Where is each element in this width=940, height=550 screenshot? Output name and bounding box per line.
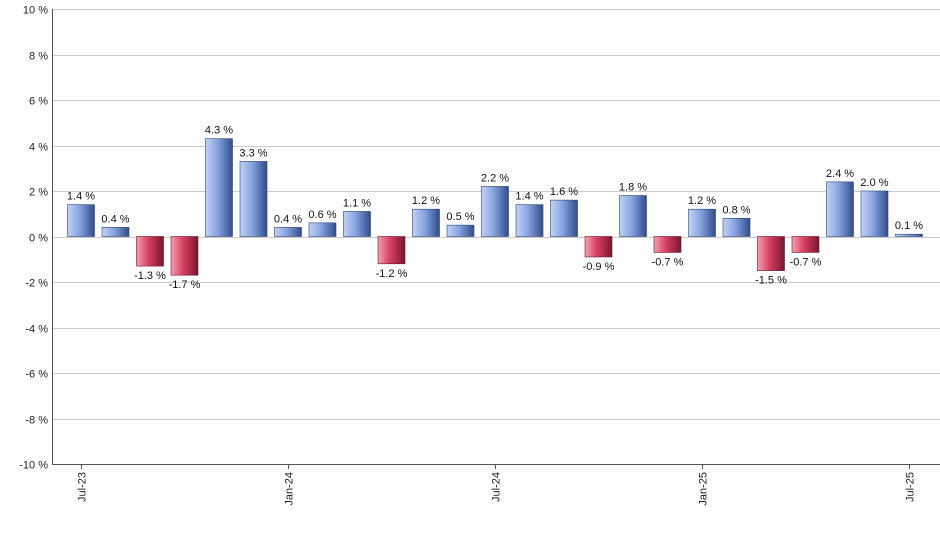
data-label: -1.2 % xyxy=(376,268,408,280)
data-labels: 1.4 % 0.4 % -1.3 %-1.7 % 4.3 % 3.3 % 0.4 % 0.6… xyxy=(67,125,923,292)
grid-lines xyxy=(52,9,940,465)
data-label: -1.3 % xyxy=(134,270,166,282)
data-label: 0.4 % xyxy=(101,213,129,225)
data-label: 2.0 % xyxy=(860,177,888,189)
bar-mar-24 xyxy=(343,211,371,237)
bar-dec-23 xyxy=(239,161,268,237)
bar-apr-25 xyxy=(791,236,820,253)
bar-feb-25 xyxy=(722,218,751,237)
bar-sep-23 xyxy=(136,236,164,267)
bar-nov-24 xyxy=(619,195,647,237)
y-tick-label: 2 % xyxy=(29,187,48,199)
data-label: 0.8 % xyxy=(722,204,750,216)
x-tick-label: Jan-24 xyxy=(284,472,296,506)
y-tick-label: 6 % xyxy=(29,96,48,108)
bar-oct-24 xyxy=(584,236,613,258)
data-label: -1.5 % xyxy=(755,275,787,287)
y-tick-label: 8 % xyxy=(29,51,48,63)
bar-may-25 xyxy=(826,181,854,237)
bar-apr-24 xyxy=(377,236,406,265)
y-tick-label: -4 % xyxy=(25,324,48,336)
y-tick-label: -8 % xyxy=(25,415,48,427)
bar-jan-25 xyxy=(688,208,716,237)
y-tick-label: -6 % xyxy=(25,369,48,381)
data-label: -0.9 % xyxy=(583,261,615,273)
data-label: 1.2 % xyxy=(412,195,440,207)
y-tick-label: 10 % xyxy=(23,5,48,17)
data-label: 0.5 % xyxy=(446,211,474,223)
data-label: 3.3 % xyxy=(239,147,267,159)
data-label: -1.7 % xyxy=(169,279,201,291)
bar-jun-24 xyxy=(446,224,475,237)
bar-feb-24 xyxy=(308,222,337,237)
data-label: 0.1 % xyxy=(895,220,923,232)
bar-oct-23 xyxy=(170,236,199,276)
bar-mar-25 xyxy=(757,236,785,271)
bar-dec-24 xyxy=(653,236,682,253)
y-tick-label: -2 % xyxy=(25,278,48,290)
bar-nov-23 xyxy=(205,138,233,237)
bar-sep-24 xyxy=(550,199,578,237)
x-tick-label: Jul-24 xyxy=(491,472,503,502)
y-tick-label: -10 % xyxy=(19,460,48,472)
x-tick-label: Jul-25 xyxy=(905,472,917,502)
y-tick-label: 0 % xyxy=(29,233,48,245)
bar-may-24 xyxy=(412,208,440,237)
data-label: 2.2 % xyxy=(481,172,509,184)
data-label: 2.4 % xyxy=(826,168,854,180)
bars xyxy=(67,138,923,276)
bar-aug-23 xyxy=(101,227,130,237)
bar-jan-24 xyxy=(274,227,302,237)
data-label: 1.8 % xyxy=(619,182,647,194)
data-label: 1.6 % xyxy=(550,186,578,198)
bar-jul-23 xyxy=(67,204,95,237)
y-tick-label: 4 % xyxy=(29,142,48,154)
x-tick-label: Jan-25 xyxy=(698,472,710,506)
bar-jul-24 xyxy=(481,186,509,237)
data-label: 0.4 % xyxy=(274,213,302,225)
data-label: 0.6 % xyxy=(308,209,336,221)
data-label: -0.7 % xyxy=(790,256,822,268)
bar-jul-25 xyxy=(895,233,923,237)
data-label: 1.1 % xyxy=(343,197,371,209)
bar-jun-25 xyxy=(860,190,889,237)
x-tick-label: Jul-23 xyxy=(77,472,89,502)
data-label: 4.3 % xyxy=(205,125,233,137)
data-label: 1.4 % xyxy=(67,191,95,203)
data-label: -0.7 % xyxy=(652,256,684,268)
bar-aug-24 xyxy=(515,204,544,237)
data-label: 1.4 % xyxy=(515,191,543,203)
axes: -10 % -8 % -6 % -4 % -2 % 0 % 2 % 4 % 6 % 8 % 10 %… xyxy=(19,5,940,506)
data-label: 1.2 % xyxy=(688,195,716,207)
